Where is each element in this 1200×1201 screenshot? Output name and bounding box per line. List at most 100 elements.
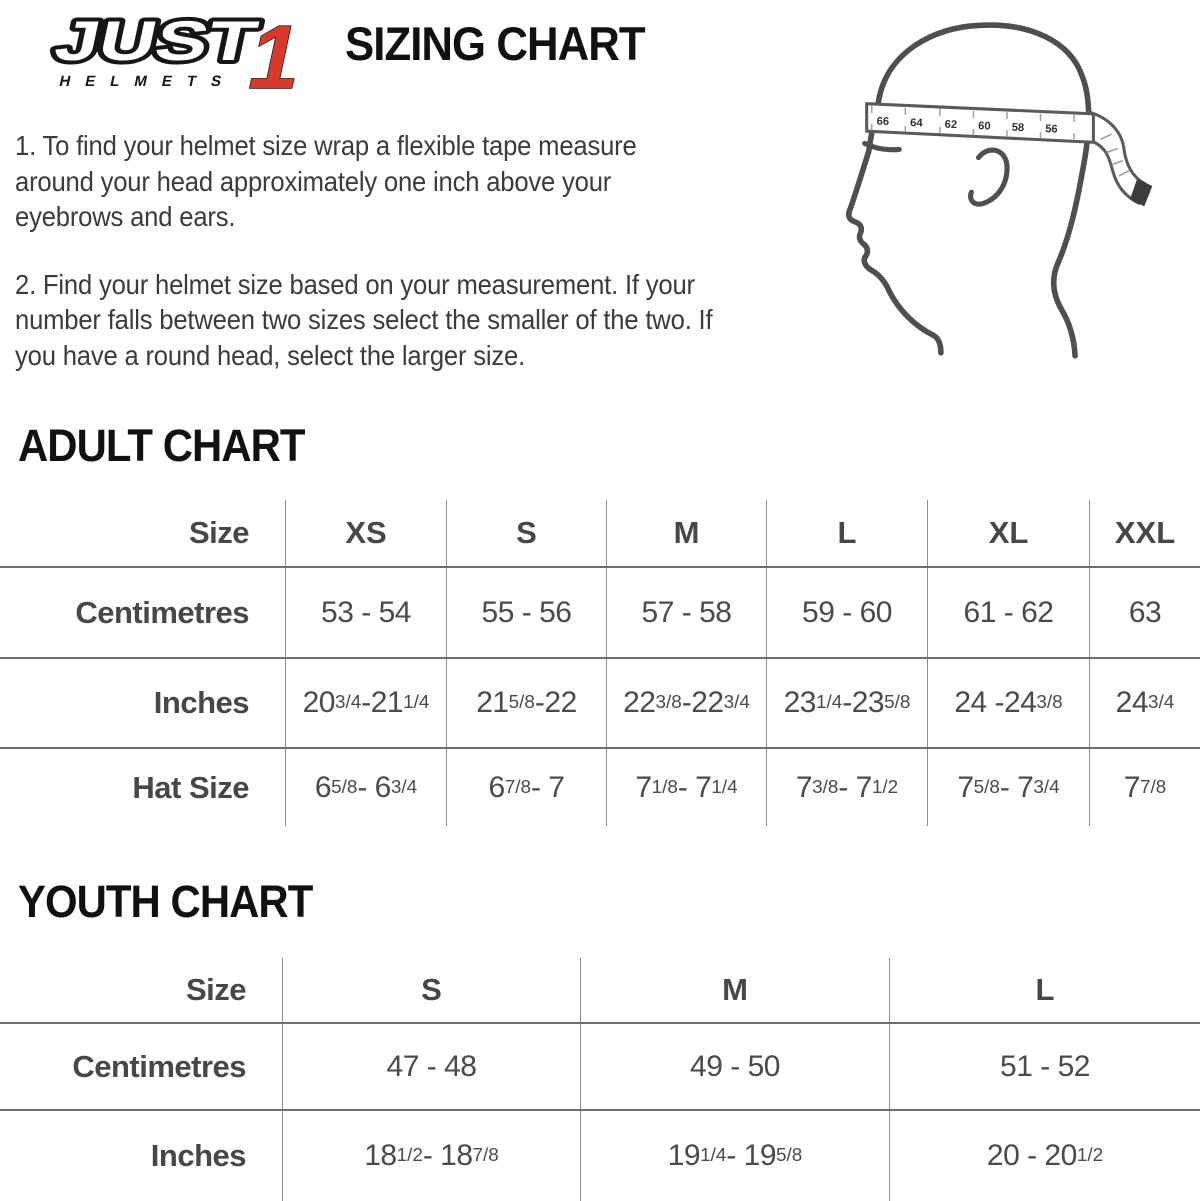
size-value-cell: 7 1/8 - 7 1/4 [606,749,766,826]
header-text: XXL [1114,515,1176,550]
header-text: S [516,515,537,550]
adult-chart-title: ADULT CHART [18,420,305,471]
header-text: M [722,972,748,1007]
fraction-text: 7/8 [472,1145,499,1166]
fraction-text: 1/8 [651,776,678,798]
head-outline [876,22,1092,359]
size-value-cell: 47 - 48 [282,1024,580,1109]
logo-brand-text: JUST [50,10,263,72]
size-value-cell: 57 - 58 [606,568,766,657]
size-column-header: XXL [1089,500,1200,566]
fraction-text: 5/8 [331,776,358,798]
table-header-row: Size XS S M L XL XXL [0,500,1200,568]
tape-number: 66 [876,115,889,128]
table-header-row: Size S M L [0,958,1200,1024]
size-column-header: L [766,500,927,566]
size-header-label: Size [0,958,282,1022]
row-label-text: Hat Size [132,769,249,805]
table-row: Inches 20 3/4 -21 1/4 21 5/8 -22 22 3/8 -22 3/4 2… [0,659,1200,749]
fraction-text: 1/2 [871,776,899,798]
size-value-cell: 7 3/8 - 7 1/2 [766,749,927,826]
fraction-text: 3/4 [334,692,362,713]
fraction-text: 1/4 [815,692,843,713]
ear-outline [968,147,1010,207]
size-value-cell: 20 3/4 -21 1/4 [285,659,446,747]
size-value-cell: 61 - 62 [927,568,1089,657]
tape-end-ticks [1100,133,1130,177]
size-column-header: M [606,500,766,566]
table-row: Hat Size 6 5/8 - 6 3/4 6 7/8 - 7 7 1/8 - 7 1/4 7 3… [0,749,1200,826]
row-label-cell: Centimetres [0,1024,282,1109]
fraction-text: 3/4 [390,776,418,798]
instructions: 1. To find your helmet size wrap a flexi… [15,128,720,405]
size-value-cell: 55 - 56 [446,568,606,657]
tape-number: 62 [944,119,957,132]
size-value-cell: 7 5/8 - 7 3/4 [927,749,1089,826]
size-column-header: XS [285,500,446,566]
size-value-cell: 7 7/8 [1089,749,1200,826]
fraction-text: 5/8 [508,692,535,713]
row-label-cell: Hat Size [0,749,285,826]
fraction-text: 1/2 [396,1145,423,1166]
logo-sub-text: HELMETS [58,73,238,90]
fraction-text: 3/4 [723,692,750,713]
header-text: XL [988,515,1029,550]
size-value-cell: 20 - 20 1/2 [889,1111,1200,1201]
instruction-step-1: 1. To find your helmet size wrap a flexi… [15,130,637,233]
face-profile-outline [845,96,944,356]
fraction-text: 1/2 [1076,1145,1104,1166]
fraction-text: 3/8 [812,776,839,798]
fraction-text: 5/8 [884,692,911,713]
size-value-cell: 18 1/2 - 18 7/8 [282,1111,580,1201]
size-value-cell: 49 - 50 [580,1024,889,1109]
tape-number: 60 [978,120,991,133]
size-value-cell: 59 - 60 [766,568,927,657]
table-row: Centimetres 47 - 48 49 - 50 51 - 52 [0,1024,1200,1111]
fraction-text: 7/8 [504,776,531,798]
adult-size-table: Size XS S M L XL XXL Centimetres 53 - 54 55 - 56 5… [0,500,1200,826]
youth-chart-title: YOUTH CHART [18,876,313,927]
head-measure-diagram: 66 64 62 60 58 56 [826,0,1192,366]
row-label-text: Centimetres [75,594,249,630]
size-value-cell: 24 3/4 [1089,659,1200,747]
tape-band [865,102,1095,144]
fraction-text: 3/4 [1033,776,1060,798]
row-label-text: Inches [150,1138,247,1173]
size-value-cell: 6 7/8 - 7 [446,749,606,826]
table-row: Centimetres 53 - 54 55 - 56 57 - 58 59 - 60 6… [0,568,1200,659]
size-column-header: S [282,958,580,1022]
fraction-text: 5/8 [776,1145,803,1166]
tape-number: 56 [1045,123,1058,136]
size-header-label: Size [0,500,285,566]
size-value-cell: 51 - 52 [889,1024,1200,1109]
size-value-cell: 23 1/4 -23 5/8 [766,659,927,747]
tape-number: 58 [1011,122,1024,135]
row-label-cell: Inches [0,659,285,747]
table-row: Inches 18 1/2 - 18 7/8 19 1/4 - 19 5/8 20 - 20 1… [0,1111,1200,1201]
size-value-cell: 24 -24 3/8 [927,659,1089,747]
fraction-text: 1/4 [711,776,738,798]
header-text: M [673,515,700,550]
row-label-text: Centimetres [72,1048,246,1084]
size-value-cell: 21 5/8 -22 [446,659,606,747]
head-diagram-svg: 66 64 62 60 58 56 [845,22,1153,359]
header-text: L [1035,972,1055,1007]
brand-logo: JUST 1 HELMETS [20,4,320,109]
youth-size-table: Size S M L Centimetres 47 - 48 49 - 50 51 - 52 I… [0,958,1200,1201]
page-title: SIZING CHART [345,17,646,70]
instruction-step-2: 2. Find your helmet size based on your m… [15,268,713,371]
fraction-text: 3/8 [655,692,682,713]
size-column-header: L [889,958,1200,1022]
size-value-cell: 63 [1089,568,1200,657]
size-column-header: XL [927,500,1089,566]
size-value-cell: 6 5/8 - 6 3/4 [285,749,446,826]
fraction-text: 1/4 [403,692,430,713]
eyebrow-stroke [862,140,902,153]
size-value-cell: 22 3/8 -22 3/4 [606,659,766,747]
header-text: L [837,515,857,550]
row-label-cell: Inches [0,1111,282,1201]
fraction-text: 3/8 [1036,692,1063,713]
size-value-cell: 53 - 54 [285,568,446,657]
size-column-header: M [580,958,889,1022]
header-text: S [421,972,442,1007]
